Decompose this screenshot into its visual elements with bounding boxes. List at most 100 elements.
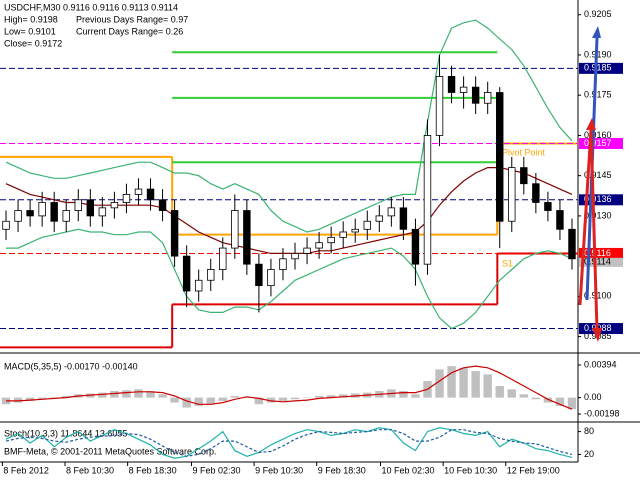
candle-body <box>315 242 323 249</box>
arrow-head <box>586 118 596 130</box>
macd-bar <box>399 390 408 398</box>
candle-body <box>435 76 444 136</box>
macd-bar <box>110 390 119 398</box>
candle-body <box>568 228 576 260</box>
candle-body <box>339 231 347 238</box>
macd-bar <box>555 397 565 406</box>
last-price-label: 0.9114 <box>584 257 611 267</box>
y-tick-label: -0.00198 <box>584 408 620 418</box>
x-tick-label: 10 Feb 10:30 <box>444 465 497 475</box>
candle-body <box>194 279 203 292</box>
x-tick-label: 8 Feb 10:30 <box>66 465 114 475</box>
x-tick-label: 9 Feb 18:30 <box>318 465 366 475</box>
macd-title: MACD(5,35,5) -0.00170 -0.00140 <box>4 361 138 371</box>
candle-body <box>447 76 456 93</box>
y-tick-label: 80 <box>584 426 594 436</box>
macd-bar <box>25 397 35 401</box>
candle-body <box>375 215 384 222</box>
candle-body <box>411 228 420 265</box>
macd-bar <box>338 394 348 398</box>
y-tick-label: 0.00394 <box>584 359 617 369</box>
candle-body <box>50 202 58 222</box>
macd-bar <box>435 369 444 398</box>
macd-bar <box>302 397 312 399</box>
macd-bar <box>194 397 203 406</box>
macd-bar <box>62 395 71 398</box>
candle-body <box>182 255 191 292</box>
arrow-head <box>592 328 602 342</box>
macd-bar <box>278 397 288 401</box>
macd-bar <box>134 389 143 398</box>
macd-bar <box>266 397 276 403</box>
info-prev-range: Previous Days Range= 0.97 <box>76 14 188 24</box>
candle-body <box>387 207 396 217</box>
macd-bar <box>218 397 227 401</box>
candle-body <box>158 199 167 211</box>
candle-body <box>110 202 119 209</box>
indicator-line <box>6 365 573 410</box>
s1-label: S1 <box>502 258 513 268</box>
macd-bar <box>37 397 47 400</box>
info-close: Close= 0.9172 <box>4 38 62 48</box>
macd-bar <box>98 392 107 398</box>
candle-body <box>483 92 492 104</box>
copyright: BMF-Meta, © 2001-2011 MetaQuotes Softwar… <box>4 446 217 456</box>
candle-body <box>14 210 22 222</box>
info-high: High= 0.9198 <box>4 14 58 24</box>
indicator-line <box>5 167 573 254</box>
candle-body <box>520 167 528 185</box>
level-label: 0.9185 <box>584 63 612 73</box>
candle-body <box>207 269 215 281</box>
x-tick-label: 8 Feb 2012 <box>3 465 49 475</box>
y-tick-label: 0.9175 <box>584 90 612 100</box>
macd-bar <box>314 395 324 398</box>
macd-bar <box>495 386 504 398</box>
candle-body <box>399 207 408 230</box>
candle-body <box>471 86 480 104</box>
macd-bar <box>459 367 468 398</box>
y-tick-label: 0.9145 <box>584 170 612 180</box>
x-tick-label: 9 Feb 02:30 <box>192 465 240 475</box>
macd-bar <box>326 395 336 398</box>
x-tick-label: 9 Feb 10:30 <box>255 465 303 475</box>
candle-body <box>231 210 239 249</box>
macd-bar <box>146 390 155 398</box>
macd-bar <box>411 394 420 398</box>
candle-body <box>363 220 371 230</box>
last-price-box <box>579 257 623 267</box>
candle-body <box>219 247 227 270</box>
y-tick-label: 0.9205 <box>584 9 612 19</box>
candle-body <box>423 135 432 265</box>
level-label: 0.9116 <box>584 248 611 258</box>
macd-bar <box>471 371 480 398</box>
macd-bar <box>531 397 541 400</box>
candle-body <box>291 253 299 260</box>
candle-body <box>556 210 564 230</box>
y-tick-label: 0.9160 <box>584 130 612 140</box>
candle-body <box>62 210 70 222</box>
candle-body <box>508 167 516 222</box>
macd-bar <box>507 389 516 398</box>
candle-body <box>459 86 468 93</box>
level-box <box>579 194 623 206</box>
macd-bar <box>519 394 529 398</box>
macd-bar <box>447 366 456 398</box>
macd-bar <box>242 397 252 399</box>
y-tick-label: 0.9130 <box>584 210 612 220</box>
indicator-line <box>5 429 573 457</box>
candle-body <box>146 188 155 201</box>
pivot-label: Pivot Point <box>502 147 546 157</box>
candle-body <box>532 183 540 203</box>
level-label: 0.9157 <box>584 138 612 148</box>
arrow-head <box>592 26 601 38</box>
candle-body <box>303 247 311 254</box>
macd-bar <box>122 390 131 398</box>
macd-bar <box>206 397 215 405</box>
candle-body <box>86 199 95 217</box>
candle-body <box>351 228 359 233</box>
level-box <box>579 137 623 149</box>
info-symbol: USDCHF,M30 0.9116 0.9116 0.9113 0.9114 <box>4 2 178 12</box>
arrows <box>578 26 602 342</box>
